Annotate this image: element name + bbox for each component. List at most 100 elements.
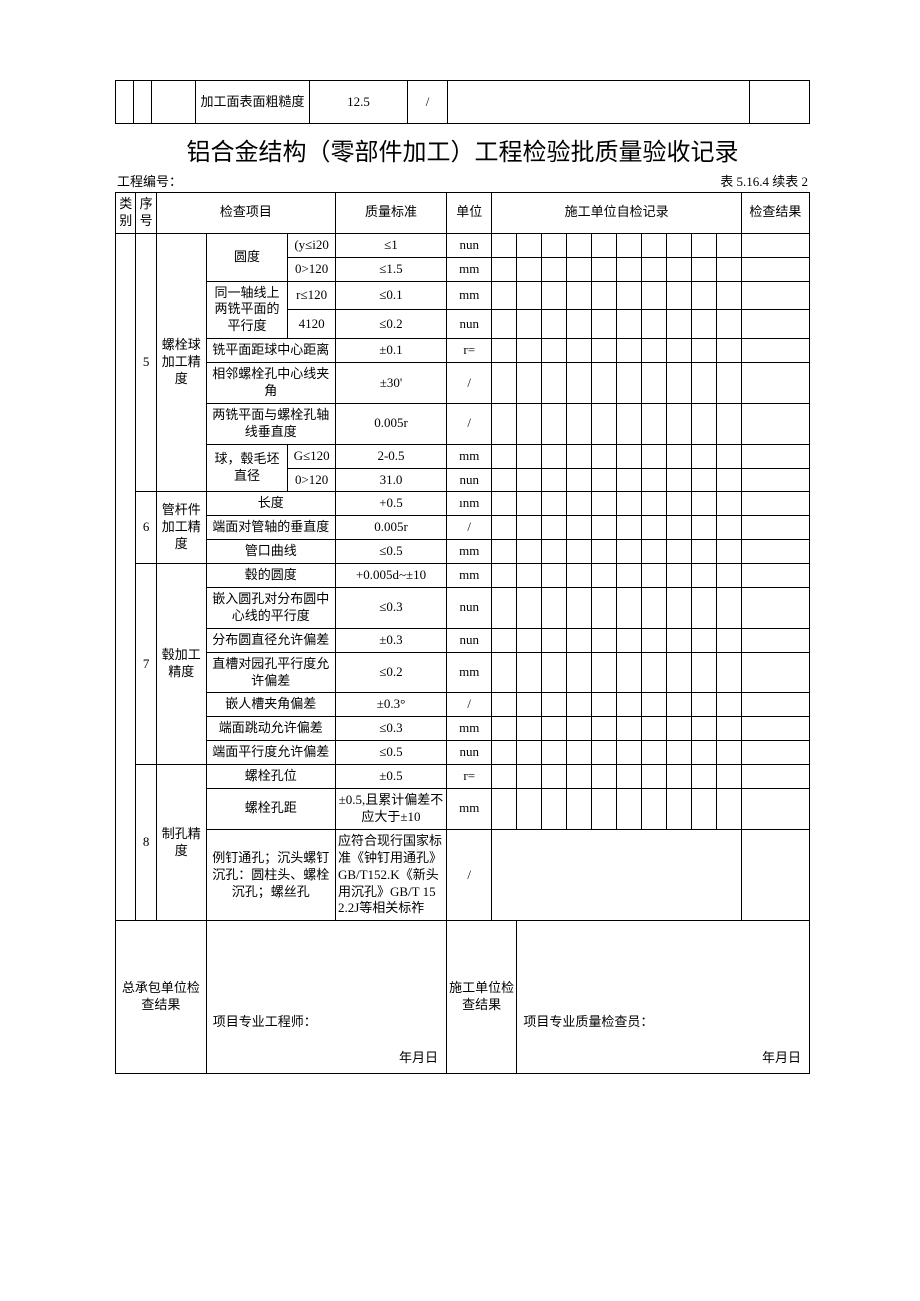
std-cell: 应符合现行国家标准《钟钉用通孔》GB/T152.K《新头用沉孔》GB/T 152… [335, 829, 446, 920]
unit-cell: mm [447, 652, 492, 693]
unit-cell: mm [447, 717, 492, 741]
cond-cell: 0>120 [288, 257, 336, 281]
sub-cell: 端面对管轴的垂直度 [206, 516, 335, 540]
unit-cell: mm [447, 281, 492, 310]
col-standard: 质量标准 [335, 193, 446, 234]
sub-cell: 端面跳动允许偏差 [206, 717, 335, 741]
table-no-label: 表 5.16.4 续表 2 [720, 171, 808, 190]
table-row: 例钉通孔；沉头螺钉沉孔：圆柱头、螺栓沉孔；螺丝孔 应符合现行国家标准《钟钉用通孔… [116, 829, 810, 920]
col-unit: 单位 [447, 193, 492, 234]
seq-cell: 5 [136, 233, 156, 492]
cell-empty [152, 81, 196, 124]
unit-cell: nun [447, 741, 492, 765]
unit-cell: nun [447, 588, 492, 629]
table-row: 5 螺栓球加工精度 圆度 (y≤i20 ≤1 nun [116, 233, 810, 257]
unit-cell: nun [447, 628, 492, 652]
table-row: 8 制孔精度 螺栓孔位 ±0.5 r= [116, 765, 810, 789]
top-fragment-table: 加工面表面粗糙度 12.5 / [115, 80, 810, 124]
std-cell: ≤0.2 [335, 310, 446, 339]
cond-cell: 4120 [288, 310, 336, 339]
sub-cell: 相邻螺栓孔中心线夹角 [206, 363, 335, 404]
group-cell: 螺栓球加工精度 [156, 233, 206, 492]
std-cell: 2-0.5 [335, 444, 446, 468]
sub-cell: 端面平行度允许偏差 [206, 741, 335, 765]
std-cell: ±0.5 [335, 765, 446, 789]
cell-empty [116, 81, 134, 124]
unit-cell: mm [447, 789, 492, 830]
std-cell: ≤1.5 [335, 257, 446, 281]
std-cell: 0.005r [335, 403, 446, 444]
cond-cell: r≤120 [288, 281, 336, 310]
date-label: 年月日 [762, 1050, 801, 1067]
table-row: 球，毂毛坯直径 G≤120 2-0.5 mm [116, 444, 810, 468]
std-cell: ≤0.3 [335, 588, 446, 629]
project-no-label: 工程编号： [117, 171, 182, 190]
std-cell: ±0.3 [335, 628, 446, 652]
contractor-sig-label: 项目专业工程师： [213, 1014, 440, 1031]
std-cell: ≤0.5 [335, 540, 446, 564]
unit-cell: nun [447, 310, 492, 339]
std-cell: ±0.1 [335, 339, 446, 363]
page-title: 铝合金结构（零部件加工）工程检验批质量验收记录 [115, 132, 810, 167]
sub-cell: 两铣平面与螺栓孔轴线垂直度 [206, 403, 335, 444]
sub-cell: 嵌入圆孔对分布圆中心线的平行度 [206, 588, 335, 629]
unit-sign-cell: 项目专业质量检查员： 年月日 [517, 921, 810, 1074]
sub-cell: 圆度 [206, 233, 288, 281]
col-result: 检查结果 [741, 193, 809, 234]
table-row: 螺栓孔距 ±0.5,且累计偏差不应大于±10 mm [116, 789, 810, 830]
table-row: 直槽对园孔平行度允许偏差 ≤0.2 mm [116, 652, 810, 693]
unit-cell: mm [447, 444, 492, 468]
unit-sig-label: 项目专业质量检查员： [523, 1014, 803, 1031]
table-row: 两铣平面与螺栓孔轴线垂直度 0.005r / [116, 403, 810, 444]
seq-cell: 7 [136, 564, 156, 765]
std-cell: ≤0.3 [335, 717, 446, 741]
table-row: 7 毂加工精度 毂的圆度 +0.005d~±10 mm [116, 564, 810, 588]
std-cell: ≤0.5 [335, 741, 446, 765]
contractor-sign-cell: 项目专业工程师： 年月日 [206, 921, 446, 1074]
cell-unit: / [408, 81, 448, 124]
table-row: 相邻螺栓孔中心线夹角 ±30' / [116, 363, 810, 404]
std-cell: ±30' [335, 363, 446, 404]
table-row: 端面跳动允许偏差 ≤0.3 mm [116, 717, 810, 741]
table-row: 同一轴线上两铣平面的平行度 r≤120 ≤0.1 mm [116, 281, 810, 310]
sub-cell: 例钉通孔；沉头螺钉沉孔：圆柱头、螺栓沉孔；螺丝孔 [206, 829, 335, 920]
seq-cell: 6 [136, 492, 156, 564]
col-seq: 序号 [136, 193, 156, 234]
sub-cell: 分布圆直径允许偏差 [206, 628, 335, 652]
sub-cell: 嵌人槽夹角偏差 [206, 693, 335, 717]
sub-cell: 毂的圆度 [206, 564, 335, 588]
unit-cell: mm [447, 257, 492, 281]
cond-cell: G≤120 [288, 444, 336, 468]
unit-cell: / [447, 363, 492, 404]
sub-cell: 管口曲线 [206, 540, 335, 564]
cell-item: 加工面表面粗糙度 [196, 81, 310, 124]
unit-cell: ınm [447, 492, 492, 516]
unit-cell: / [447, 693, 492, 717]
table-row: 6 管杆件加工精度 长度 +0.5 ınm [116, 492, 810, 516]
cond-cell: 0>120 [288, 468, 336, 492]
cell-empty [448, 81, 750, 124]
col-category: 类别 [116, 193, 136, 234]
table-row: 嵌入圆孔对分布圆中心线的平行度 ≤0.3 nun [116, 588, 810, 629]
table-row: 端面对管轴的垂直度 0.005r / [116, 516, 810, 540]
unit-cell: r= [447, 339, 492, 363]
std-cell: 31.0 [335, 468, 446, 492]
col-item: 检查项目 [156, 193, 335, 234]
table-row: 分布圆直径允许偏差 ±0.3 nun [116, 628, 810, 652]
cell-std: 12.5 [310, 81, 408, 124]
unit-cell: mm [447, 564, 492, 588]
meta-row: 工程编号： 表 5.16.4 续表 2 [115, 171, 810, 190]
std-cell: ≤1 [335, 233, 446, 257]
cell-empty [134, 81, 152, 124]
unit-cell: / [447, 829, 492, 920]
contractor-result-label: 总承包单位检查结果 [116, 921, 207, 1074]
table-row: 加工面表面粗糙度 12.5 / [116, 81, 810, 124]
unit-cell: nun [447, 468, 492, 492]
main-inspection-table: 类别 序号 检查项目 质量标准 单位 施工单位自检记录 检查结果 5 螺栓球加工… [115, 192, 810, 1074]
table-row: 铣平面距球中心距离 ±0.1 r= [116, 339, 810, 363]
unit-cell: / [447, 403, 492, 444]
group-cell: 制孔精度 [156, 765, 206, 921]
category-cell [116, 233, 136, 921]
unit-cell: mm [447, 540, 492, 564]
seq-cell: 8 [136, 765, 156, 921]
